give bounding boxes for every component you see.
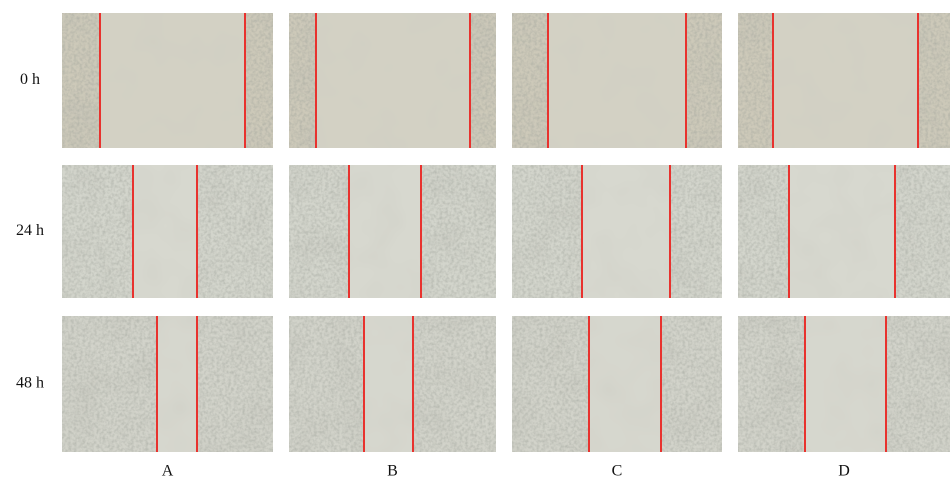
micrograph-panel — [289, 165, 496, 298]
cell-region — [686, 13, 722, 148]
cell-region — [62, 165, 133, 298]
micrograph-panel — [62, 165, 273, 298]
micrograph-panel — [738, 13, 950, 148]
micrograph-panel — [512, 165, 722, 298]
wound-gap — [548, 13, 686, 148]
cell-region — [62, 316, 157, 452]
wound-gap — [805, 316, 886, 452]
cell-region — [470, 13, 496, 148]
cell-region — [245, 13, 273, 148]
wound-gap — [157, 316, 197, 452]
cell-region — [512, 13, 548, 148]
cell-region — [289, 165, 349, 298]
cell-region — [512, 316, 589, 452]
cell-region — [413, 316, 496, 452]
column-label: B — [387, 463, 398, 480]
cell-region — [738, 316, 805, 452]
wound-gap — [582, 165, 670, 298]
micrograph-panel — [512, 13, 722, 148]
cell-region — [197, 316, 273, 452]
cell-region — [512, 165, 582, 298]
row-label: 0 h — [20, 71, 40, 88]
cell-region — [661, 316, 722, 452]
column-label: A — [162, 463, 174, 480]
cell-region — [895, 165, 950, 298]
wound-gap — [773, 13, 918, 148]
cell-region — [421, 165, 496, 298]
column-label: D — [838, 463, 850, 480]
cell-region — [738, 13, 773, 148]
wound-gap — [789, 165, 895, 298]
micrograph-panel — [738, 316, 950, 452]
wound-gap — [589, 316, 661, 452]
figure: 0 h 24 h 48 h A B C D — [0, 0, 950, 483]
wound-gap — [100, 13, 245, 148]
micrograph-panel — [738, 165, 950, 298]
cell-region — [289, 13, 316, 148]
micrograph-panel — [62, 13, 273, 148]
cell-region — [289, 316, 364, 452]
row-label: 48 h — [16, 375, 44, 392]
micrograph-panel — [289, 13, 496, 148]
cell-region — [738, 165, 789, 298]
wound-gap — [349, 165, 421, 298]
cell-region — [886, 316, 950, 452]
micrograph-panel — [62, 316, 273, 452]
wound-gap — [364, 316, 413, 452]
column-label: C — [612, 463, 623, 480]
cell-region — [62, 13, 100, 148]
wound-gap — [133, 165, 197, 298]
cell-region — [918, 13, 950, 148]
cell-region — [670, 165, 722, 298]
cell-region — [197, 165, 273, 298]
wound-gap — [316, 13, 470, 148]
micrograph-panel — [289, 316, 496, 452]
micrograph-panel — [512, 316, 722, 452]
row-label: 24 h — [16, 222, 44, 239]
